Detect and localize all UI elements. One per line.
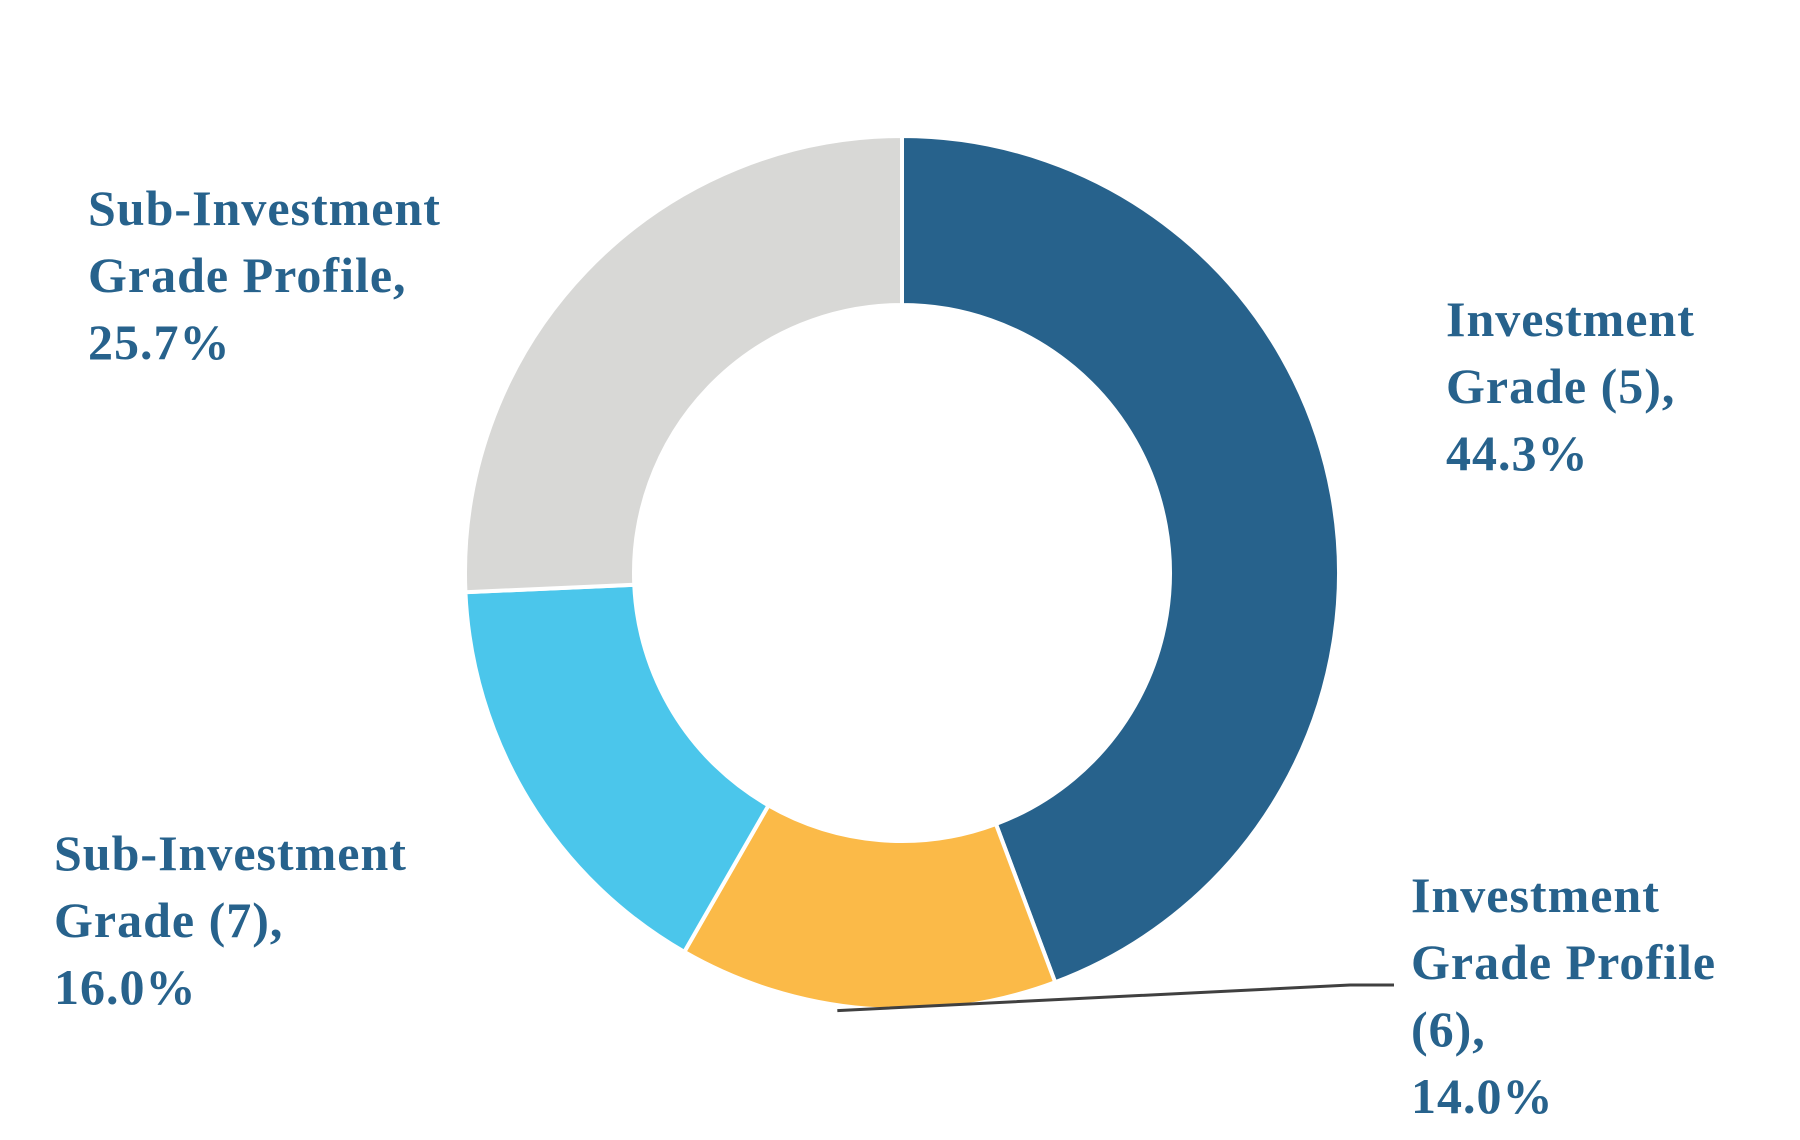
label-investment-grade-profile-6: Investment Grade Profile (6), 14.0% <box>1411 867 1716 1124</box>
leader-line-investment-grade-profile <box>837 983 1394 1013</box>
slice-labels: Investment Grade (5), 44.3% Investment Grade… <box>54 180 1716 1124</box>
label-line: Sub-Investment <box>88 180 441 236</box>
label-line: Investment <box>1446 291 1695 347</box>
label-line: 44.3% <box>1446 425 1589 481</box>
label-line: Investment <box>1411 867 1660 923</box>
label-line: 25.7% <box>88 314 231 370</box>
label-line: 16.0% <box>54 959 197 1015</box>
label-sub-investment-grade-7: Sub-Investment Grade (7), 16.0% <box>54 825 407 1015</box>
label-line: Grade Profile, <box>88 247 407 303</box>
slice-investment-grade-profile-6 <box>681 802 1058 1012</box>
label-sub-investment-grade-profile: Sub-Investment Grade Profile, 25.7% <box>88 180 441 370</box>
label-line: 14.0% <box>1411 1068 1554 1124</box>
label-line: Sub-Investment <box>54 825 407 881</box>
leader-lines <box>837 983 1394 1013</box>
label-line: (6), <box>1411 1001 1486 1057</box>
slice-sub-investment-grade-7 <box>463 582 772 955</box>
label-line: Grade Profile <box>1411 934 1716 990</box>
label-line: Grade (5), <box>1446 358 1675 414</box>
label-line: Grade (7), <box>54 892 283 948</box>
donut-slices <box>463 133 1341 1012</box>
slice-investment-grade-5 <box>900 133 1341 985</box>
slice-sub-investment-grade-profile <box>463 133 904 595</box>
label-investment-grade-5: Investment Grade (5), 44.3% <box>1446 291 1695 481</box>
